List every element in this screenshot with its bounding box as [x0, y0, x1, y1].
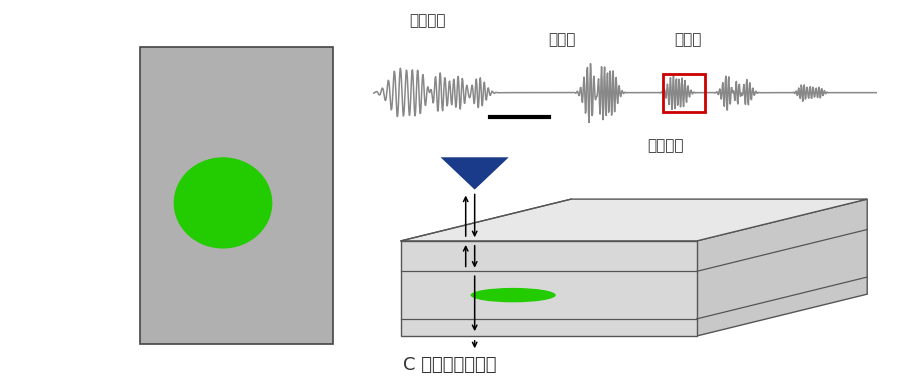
Bar: [662, 74, 706, 112]
Text: 后表面: 后表面: [674, 32, 701, 47]
Text: 前表面: 前表面: [548, 32, 576, 47]
Text: 检测区域: 检测区域: [647, 139, 684, 154]
Polygon shape: [441, 157, 508, 190]
Ellipse shape: [471, 288, 556, 302]
Text: 初始信号: 初始信号: [410, 13, 446, 28]
Text: C 扯描原理示意图: C 扯描原理示意图: [403, 356, 497, 374]
Bar: [400, 241, 697, 336]
Bar: [140, 47, 333, 344]
Polygon shape: [697, 199, 868, 336]
Polygon shape: [400, 199, 868, 241]
Ellipse shape: [174, 157, 273, 249]
